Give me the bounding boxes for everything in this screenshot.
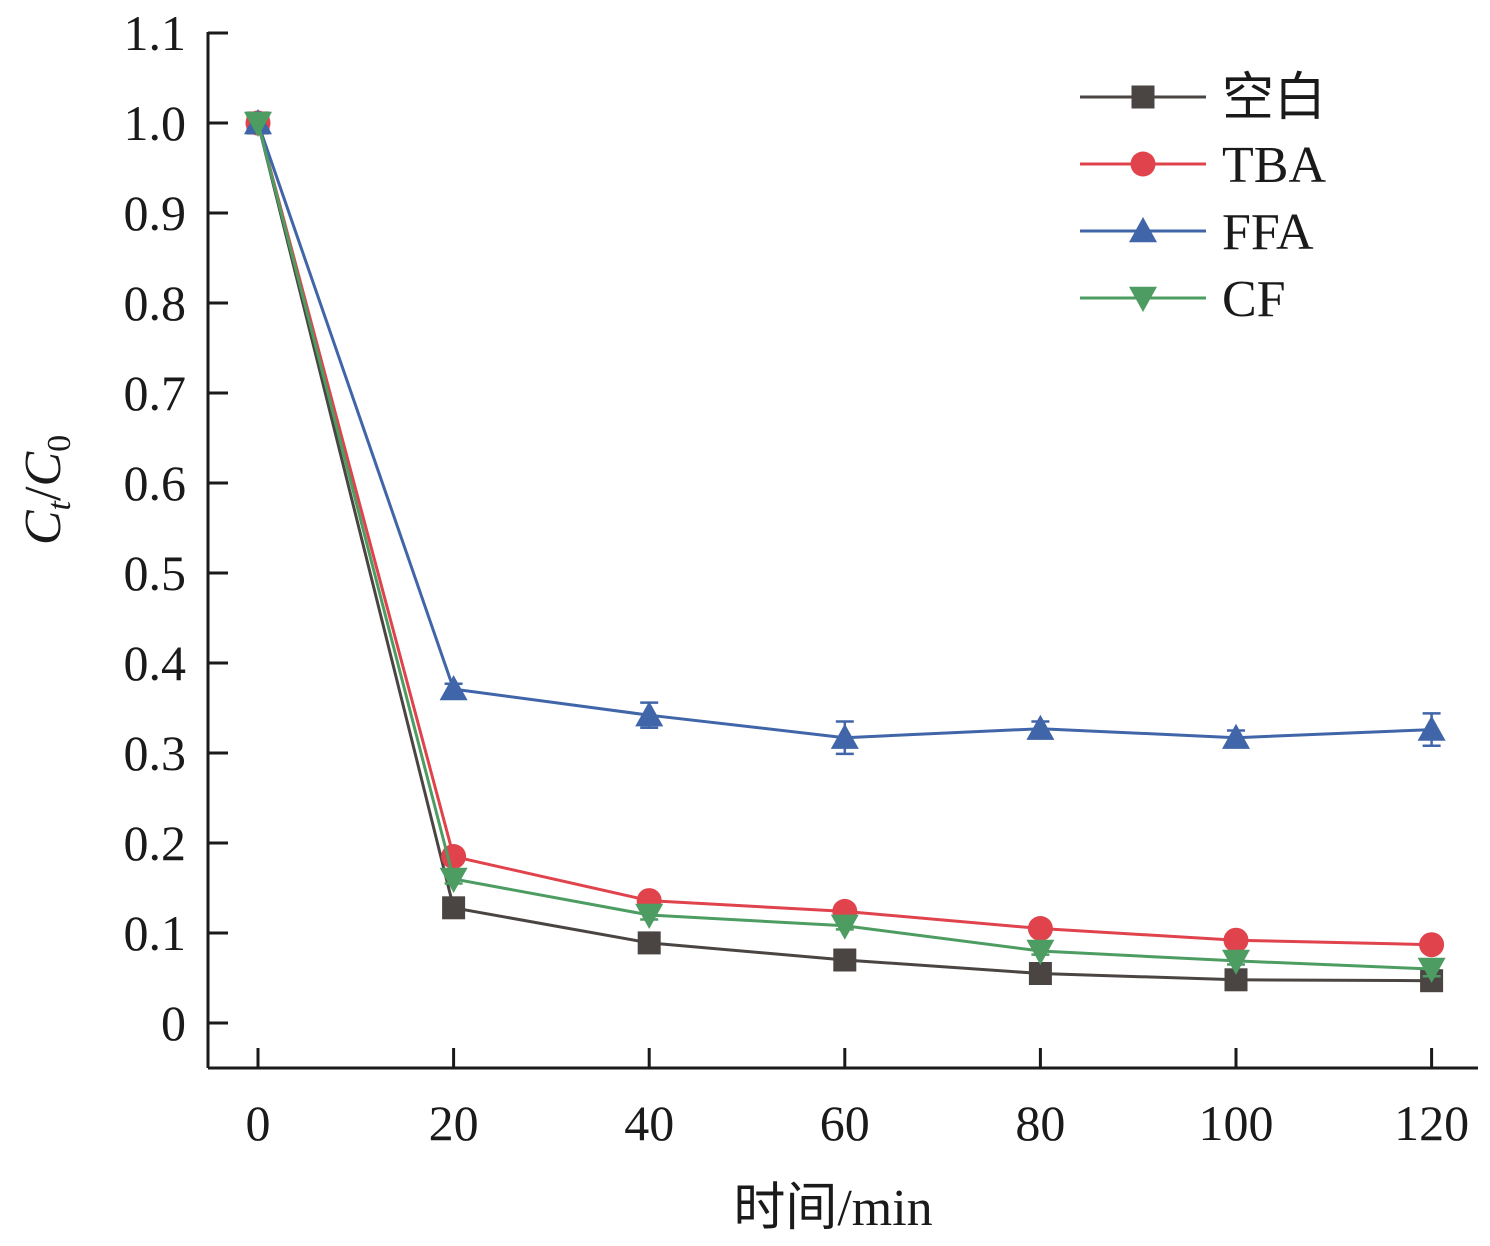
- y-axis-title-sub-t: t: [41, 499, 78, 510]
- data-point: [635, 701, 664, 727]
- x-tick-label: 0: [246, 1095, 271, 1151]
- legend-marker: [1129, 286, 1157, 312]
- data-point: [830, 914, 859, 940]
- x-tick-label: 20: [429, 1095, 479, 1151]
- legend-marker: [1129, 217, 1157, 243]
- y-tick-label: 0: [161, 995, 186, 1051]
- data-point: [439, 675, 468, 701]
- data-point: [1417, 957, 1446, 983]
- x-tick-label: 40: [624, 1095, 674, 1151]
- legend-item: TBA: [1080, 137, 1326, 194]
- legend-marker: [1130, 151, 1156, 177]
- y-axis-title-slash: /: [15, 486, 72, 501]
- data-point: [1223, 927, 1249, 953]
- data-point: [637, 931, 661, 955]
- y-tick-label: 0.1: [124, 905, 187, 961]
- y-axis-title-sub-0: 0: [41, 435, 78, 452]
- x-tick-label: 80: [1015, 1095, 1065, 1151]
- data-point: [439, 867, 468, 893]
- data-point: [1222, 723, 1250, 749]
- legend: 空白 TBA FFA CF: [1080, 70, 1326, 328]
- x-tick-label: 100: [1199, 1095, 1274, 1151]
- legend-marker: [1131, 85, 1155, 109]
- y-tick-label: 0.6: [124, 455, 187, 511]
- x-tick-label: 60: [820, 1095, 870, 1151]
- y-axis-title: Ct/C0: [15, 435, 78, 545]
- data-point: [244, 111, 272, 137]
- series-layer: [244, 109, 1446, 993]
- data-point: [1224, 968, 1248, 992]
- x-axis-ticks: 0 20 40 60 80 100 120: [246, 1048, 1469, 1151]
- data-point: [1419, 932, 1445, 958]
- legend-item: FFA: [1080, 204, 1314, 261]
- data-point: [1028, 962, 1052, 985]
- y-axis-title-base: C: [15, 509, 72, 545]
- data-point: [1026, 714, 1055, 740]
- data-point: [1027, 916, 1053, 941]
- legend-item: 空白: [1080, 70, 1326, 127]
- x-axis-title: 时间/min: [733, 1180, 932, 1237]
- y-axis-title-base2: C: [15, 451, 72, 487]
- data-point: [1026, 939, 1055, 965]
- data-point: [442, 896, 466, 920]
- legend-label: TBA: [1222, 137, 1326, 194]
- data-point: [635, 903, 664, 929]
- data-point: [1417, 715, 1446, 741]
- y-tick-label: 0.9: [124, 185, 187, 241]
- legend-item: CF: [1080, 271, 1286, 328]
- legend-label: 空白: [1222, 70, 1326, 127]
- x-tick-label: 120: [1394, 1095, 1469, 1151]
- data-point: [830, 723, 859, 749]
- series-4: [244, 111, 1446, 983]
- y-tick-label: 0.5: [124, 545, 187, 601]
- legend-label: CF: [1222, 271, 1286, 328]
- y-tick-label: 1.0: [124, 95, 187, 151]
- y-tick-label: 0.2: [124, 815, 187, 871]
- y-tick-label: 0.8: [124, 275, 187, 331]
- data-point: [1222, 949, 1250, 975]
- data-point: [833, 948, 857, 972]
- axes: [206, 32, 1478, 1070]
- y-tick-label: 0.4: [124, 635, 187, 691]
- y-tick-label: 1.1: [124, 5, 187, 61]
- y-axis-ticks: 0 0.1 0.2 0.3 0.4 0.5 0.6 0.7 0.8 0.9 1.0 1.1: [124, 5, 228, 1051]
- y-tick-label: 0.3: [124, 725, 187, 781]
- legend-label: FFA: [1222, 204, 1314, 261]
- y-tick-label: 0.7: [124, 365, 187, 421]
